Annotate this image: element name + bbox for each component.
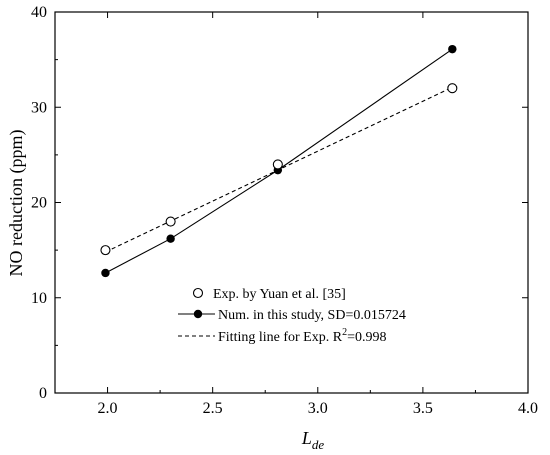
y-axis-title: NO reduction (ppm)	[6, 130, 27, 277]
legend-open-circle-marker	[192, 287, 204, 299]
experimental-data-point	[447, 83, 458, 94]
legend: Exp. by Yuan et al. [35] Num. in this st…	[178, 287, 406, 345]
x-tick-label: 3.5	[413, 400, 433, 417]
x-tick-label: 3.0	[308, 400, 328, 417]
x-tick-label: 2.0	[98, 400, 118, 417]
numerical-data-point	[166, 234, 175, 243]
numerical-series-line	[105, 48, 453, 274]
y-tick-label: 40	[31, 4, 47, 21]
x-axis-title: Lde	[301, 428, 325, 452]
y-tick-label: 0	[39, 385, 47, 402]
legend-label-num: Num. in this study, SD=0.015724	[218, 308, 406, 323]
experimental-data-point	[100, 245, 111, 256]
experimental-data-point	[165, 216, 176, 227]
y-tick-label: 30	[31, 99, 47, 116]
x-tick-label: 4.0	[518, 400, 538, 417]
x-tick-label: 2.5	[203, 400, 223, 417]
numerical-data-point	[448, 44, 457, 54]
numerical-data-point	[101, 268, 110, 278]
y-tick-label: 10	[31, 290, 47, 307]
legend-label-fit: Fitting line for Exp. R2=0.998	[218, 327, 386, 345]
series-layer	[100, 44, 458, 278]
experimental-data-point	[272, 159, 283, 170]
legend-filled-circle-marker	[193, 309, 203, 319]
x-axis-ticks: 2.0 2.5 3.0 3.5 4.0	[98, 12, 538, 417]
legend-label-exp: Exp. by Yuan et al. [35]	[213, 287, 346, 302]
y-tick-label: 20	[31, 195, 47, 212]
y-axis-ticks: 0 10 20 30 40	[31, 4, 528, 402]
